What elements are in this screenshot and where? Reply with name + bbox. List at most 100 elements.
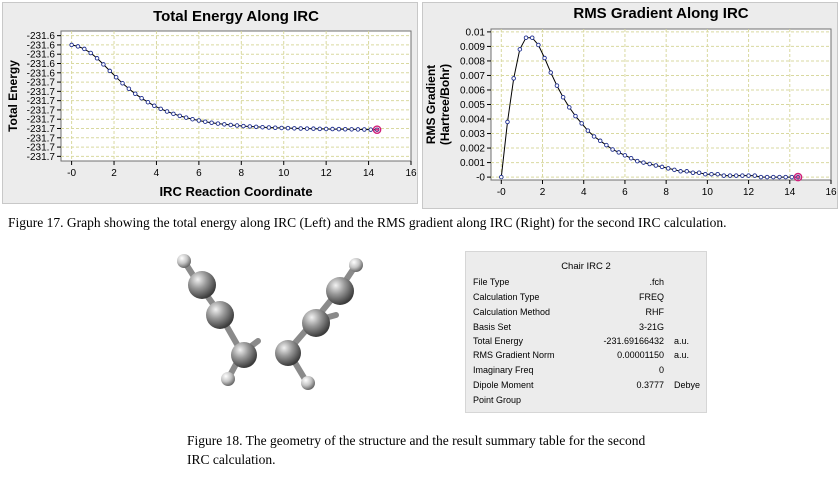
y-tick-label: -231.6 bbox=[27, 59, 56, 70]
data-point bbox=[591, 134, 597, 139]
y-tick-label: -231.6 bbox=[27, 31, 56, 42]
summary-label: Dipole Moment bbox=[473, 380, 534, 390]
carbon-atom bbox=[275, 340, 301, 366]
data-point bbox=[536, 42, 541, 48]
data-point bbox=[721, 173, 727, 178]
x-tick-label: -0 bbox=[497, 187, 506, 198]
data-point bbox=[665, 166, 671, 171]
data-point bbox=[672, 167, 677, 173]
data-point bbox=[196, 118, 202, 123]
y-tick-label: 0.007 bbox=[460, 71, 485, 82]
data-point bbox=[579, 121, 584, 126]
energy-chart: Total Energy Along IRC -0 2 4 6 8 10 12 14 16 -231… bbox=[6, 8, 417, 199]
hydrogen-atom bbox=[221, 372, 235, 386]
data-point bbox=[260, 124, 265, 130]
data-point bbox=[560, 94, 566, 100]
data-point bbox=[139, 95, 144, 101]
hydrogen-atom bbox=[177, 254, 191, 268]
data-point bbox=[529, 35, 535, 40]
data-point bbox=[75, 44, 81, 49]
x-tick-label: 8 bbox=[239, 168, 245, 179]
data-point bbox=[542, 55, 547, 61]
x-tick-label: 4 bbox=[154, 168, 160, 179]
x-tick-label: 10 bbox=[278, 168, 290, 179]
data-point bbox=[505, 119, 510, 125]
summary-value: FREQ bbox=[638, 292, 664, 302]
x-tick-label: -0 bbox=[67, 168, 76, 179]
summary-row-calculation-method: Calculation Method RHF bbox=[466, 307, 706, 321]
summary-label: RMS Gradient Norm bbox=[473, 350, 555, 360]
y-tick-label: 0.01 bbox=[466, 27, 486, 38]
x-tick-label: 12 bbox=[743, 187, 755, 198]
y-tick-label: 0.005 bbox=[460, 100, 485, 111]
data-point bbox=[285, 125, 291, 131]
data-point bbox=[342, 126, 348, 132]
data-point bbox=[684, 169, 690, 174]
summary-unit: a.u. bbox=[674, 336, 690, 346]
data-point bbox=[709, 171, 714, 177]
summary-row-imaginary-freq: Imaginary Freq 0 bbox=[466, 365, 706, 379]
x-tick-label: 14 bbox=[784, 187, 796, 198]
data-point bbox=[323, 126, 329, 132]
data-point bbox=[715, 171, 720, 177]
summary-unit: Debye bbox=[674, 380, 701, 390]
data-point bbox=[653, 163, 659, 168]
x-tick-label: 16 bbox=[825, 187, 837, 198]
carbon-atom bbox=[188, 271, 216, 299]
x-tick-label: 16 bbox=[405, 168, 417, 179]
data-point bbox=[554, 83, 560, 88]
x-tick-label: 4 bbox=[581, 187, 587, 198]
data-point bbox=[183, 115, 189, 120]
summary-row-basis-set: Basis Set 3-21G bbox=[466, 322, 706, 336]
summary-value: -231.69166432 bbox=[603, 336, 664, 346]
data-point bbox=[597, 138, 603, 144]
summary-row-total-energy: Total Energy -231.69166432 a.u. bbox=[466, 336, 706, 350]
y-tick-label: -231.7 bbox=[27, 143, 56, 154]
data-point bbox=[215, 121, 221, 126]
data-point bbox=[349, 127, 354, 132]
summary-label: Point Group bbox=[473, 395, 522, 405]
summary-label: Calculation Method bbox=[473, 307, 551, 317]
y-tick-label: -0 bbox=[476, 173, 485, 184]
data-point bbox=[690, 170, 696, 175]
data-point bbox=[499, 174, 504, 180]
y-tick-label: -231.7 bbox=[27, 96, 56, 107]
y-axis-label: RMS Gradient bbox=[424, 65, 438, 144]
data-point bbox=[764, 174, 770, 180]
summary-unit: a.u. bbox=[674, 350, 690, 360]
data-point bbox=[222, 122, 227, 127]
data-point bbox=[228, 122, 233, 128]
data-point bbox=[777, 174, 782, 180]
data-point bbox=[247, 124, 253, 129]
summary-title: Chair IRC 2 bbox=[561, 261, 611, 272]
summary-row-rms-gradient-norm: RMS Gradient Norm 0.00001150 a.u. bbox=[466, 350, 706, 364]
summary-value: 0.00001150 bbox=[617, 350, 664, 360]
figure-17-caption: Figure 17. Graph showing the total energ… bbox=[8, 215, 727, 230]
summary-row-point-group: Point Group bbox=[466, 395, 706, 409]
x-tick-label: 2 bbox=[111, 168, 117, 179]
carbon-atom bbox=[326, 277, 354, 305]
data-point bbox=[740, 173, 745, 178]
data-point bbox=[616, 150, 622, 155]
data-point bbox=[733, 173, 739, 178]
data-point bbox=[783, 174, 788, 180]
current-point-marker bbox=[372, 125, 382, 135]
data-point bbox=[368, 127, 373, 132]
x-tick-label: 10 bbox=[702, 187, 714, 198]
data-point bbox=[202, 119, 208, 124]
gradient-chart-panel: RMS Gradient Along IRC -0 2 4 6 8 10 12 14 16 -0 0.… bbox=[422, 2, 838, 209]
data-point bbox=[573, 113, 578, 119]
data-point bbox=[604, 142, 609, 148]
carbon-atom bbox=[206, 301, 234, 329]
plot-area bbox=[60, 30, 412, 162]
data-point bbox=[107, 68, 113, 74]
data-point bbox=[567, 105, 572, 110]
x-tick-label: 6 bbox=[622, 187, 628, 198]
data-point bbox=[641, 160, 646, 165]
current-point-marker bbox=[793, 172, 803, 182]
summary-value: 0 bbox=[658, 365, 664, 375]
carbon-atom bbox=[302, 309, 330, 337]
result-summary-table: Chair IRC 2 File Type .fch Calculation T… bbox=[465, 251, 707, 413]
x-tick-label: 14 bbox=[363, 168, 375, 179]
data-point bbox=[789, 174, 795, 180]
